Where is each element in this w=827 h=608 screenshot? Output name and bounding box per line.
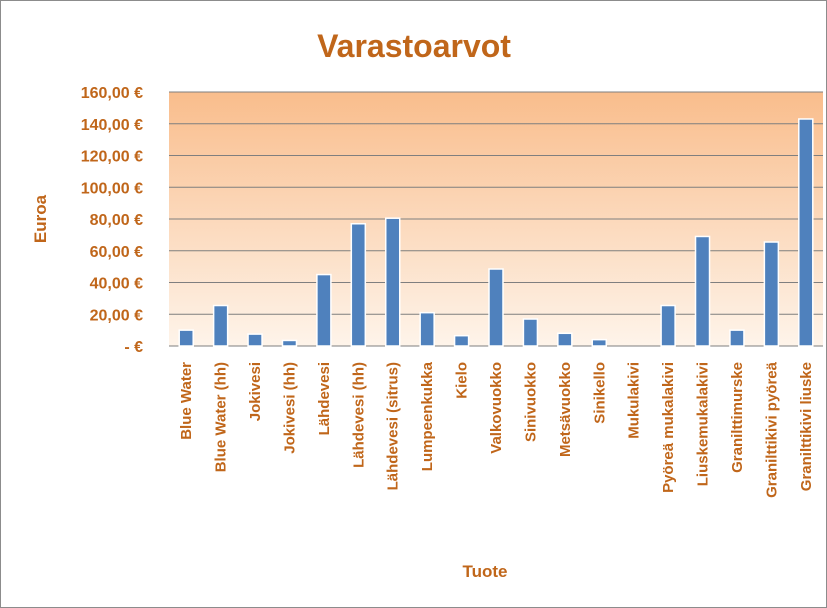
y-axis-title: Euroa xyxy=(31,194,50,243)
bar xyxy=(591,338,608,347)
y-tick-label: 40,00 € xyxy=(90,276,143,293)
bar xyxy=(212,304,229,347)
x-tick-label: Lähdevesi (hh) xyxy=(350,362,367,468)
x-tick-label: Granilttikivi pyöreä xyxy=(763,361,780,498)
x-axis-title: Tuote xyxy=(462,562,507,581)
y-tick-label: 140,00 € xyxy=(81,117,143,134)
bar-series xyxy=(178,118,814,347)
x-tick-label: Sinivuokko xyxy=(522,362,539,442)
y-tick-label: 60,00 € xyxy=(90,244,143,261)
x-tick-label: Kielo xyxy=(454,362,471,399)
x-tick-label: Jokivesi xyxy=(247,362,264,421)
x-tick-label: Valkovuokko xyxy=(488,362,505,454)
x-tick-label: Lumpeenkukka xyxy=(419,361,436,471)
bar xyxy=(694,235,711,347)
y-tick-labels: - € 20,00 € 40,00 € 60,00 € 80,00 € 100,00 € 1… xyxy=(81,85,143,356)
chart-title: Varastoarvot xyxy=(317,28,511,64)
x-tick-label: Mukulakivi xyxy=(626,362,643,439)
y-tick-label: - € xyxy=(124,339,143,356)
bar xyxy=(178,329,194,347)
x-tick-label: Liuskemukalakivi xyxy=(695,362,712,486)
y-tick-label: 120,00 € xyxy=(81,149,143,166)
y-tick-label: 160,00 € xyxy=(81,85,143,102)
x-tick-label: Granilttimurske xyxy=(729,362,746,473)
x-tick-label: Pyöreä mukalakivi xyxy=(660,362,677,493)
x-tick-label: Lähdevesi (sitrus) xyxy=(385,362,402,490)
bar xyxy=(384,217,401,347)
bar xyxy=(522,318,539,347)
bar xyxy=(281,339,298,347)
bar xyxy=(316,273,332,347)
bar xyxy=(660,304,676,347)
bar xyxy=(419,311,435,347)
bar xyxy=(488,268,504,347)
category-labels: Blue Water Blue Water (hh) Jokivesi Jokives… xyxy=(178,361,815,498)
bar xyxy=(350,223,367,347)
x-tick-label: Lähdevesi xyxy=(316,362,333,435)
bar xyxy=(729,329,745,347)
y-tick-label: 20,00 € xyxy=(90,307,143,324)
bar xyxy=(557,332,573,347)
bar xyxy=(798,118,814,347)
bar xyxy=(763,241,780,347)
bar xyxy=(453,334,470,347)
y-tick-label: 80,00 € xyxy=(90,212,143,229)
y-tick-label: 100,00 € xyxy=(81,180,143,197)
x-tick-label: Blue Water (hh) xyxy=(213,362,230,472)
x-tick-label: Metsävuokko xyxy=(557,362,574,457)
x-tick-label: Jokivesi (hh) xyxy=(281,362,298,454)
x-tick-label: Granilttikivi liuske xyxy=(798,362,815,491)
x-tick-label: Blue Water xyxy=(178,362,195,440)
x-tick-label: Sinikello xyxy=(591,362,608,424)
bar xyxy=(247,333,263,347)
